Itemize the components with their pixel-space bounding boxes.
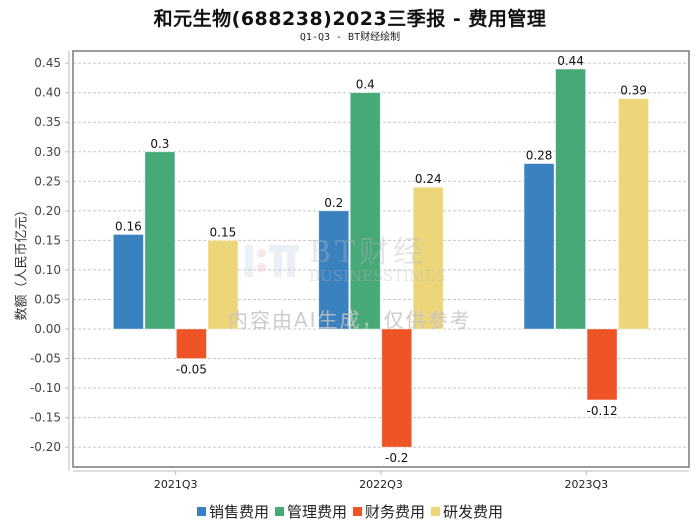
bars (113, 68, 649, 448)
legend-item-admin[interactable]: 管理费用 (274, 501, 347, 522)
bar (349, 92, 381, 330)
legend-label: 管理费用 (286, 503, 347, 521)
y-tick-label: 0.20 (34, 204, 61, 218)
legend-label: 研发费用 (443, 503, 504, 521)
data-label: -0.12 (587, 404, 618, 418)
y-tick-label: 0.45 (34, 56, 61, 70)
y-tick-label: 0.30 (34, 145, 61, 159)
data-label: -0.2 (385, 451, 408, 465)
y-tick-label: 0.35 (34, 115, 61, 129)
data-label: 0.4 (356, 78, 375, 92)
bar (207, 239, 239, 330)
data-labels: 0.16 0.3 -0.05 0.15 0.2 0.4 -0.2 0.24 0.28 0.44 -0… (115, 54, 647, 465)
watermark-ai-notice: 内容由AI生成，仅供参考 (228, 308, 472, 332)
y-tick-label: 0.40 (34, 86, 61, 100)
y-tick-label: 0.05 (34, 292, 61, 306)
y-axis-ticks: 0.45 0.40 0.35 0.30 0.25 0.20 0.15 0.10 0.05 0.00… (30, 56, 69, 454)
y-tick-label: 0.15 (34, 233, 61, 247)
legend-label: 财务费用 (365, 503, 426, 521)
data-label: 0.3 (150, 137, 169, 151)
chart-subtitle: Q1-Q3 - BT财经绘制 (299, 32, 401, 43)
y-tick-label: -0.10 (30, 381, 61, 395)
legend-item-sales[interactable]: 销售费用 (196, 501, 269, 522)
bar (113, 234, 144, 330)
x-tick-label: 2023Q3 (565, 478, 609, 491)
legend-label: 销售费用 (208, 503, 269, 521)
watermark-brand-cn: BT财经 (309, 235, 428, 270)
data-label: -0.05 (176, 363, 207, 377)
gridlines (73, 62, 689, 448)
x-tick-label: 2022Q3 (359, 478, 403, 491)
bar (144, 151, 176, 330)
legend: 销售费用 管理费用 财务费用 研发费用 (0, 501, 700, 522)
y-tick-label: 0.10 (34, 263, 61, 277)
data-label: 0.16 (115, 219, 142, 233)
legend-item-finance[interactable]: 财务费用 (353, 501, 425, 522)
y-tick-label: -0.15 (30, 411, 61, 425)
data-label: 0.28 (526, 149, 553, 163)
y-tick-label: 0.25 (34, 174, 61, 188)
bar (618, 98, 649, 330)
bar (555, 68, 586, 330)
bar (318, 210, 350, 330)
plot-frame (72, 50, 690, 468)
data-label: 0.39 (620, 84, 647, 98)
y-tick-label: -0.20 (30, 440, 61, 454)
bar (523, 163, 555, 330)
bar (381, 328, 413, 448)
bar (586, 328, 618, 401)
legend-item-rnd[interactable]: 研发费用 (431, 501, 503, 522)
watermark-brand-en: BUSINESSTIMES (309, 267, 446, 285)
x-tick-label: 2021Q3 (154, 478, 198, 491)
bt-logo-icon (245, 241, 301, 281)
legend-swatch (431, 507, 441, 516)
legend-swatch (196, 507, 206, 516)
chart-title: 和元生物(688238)2023三季报 - 费用管理 (153, 8, 547, 30)
legend-swatch (353, 507, 362, 516)
y-tick-label: 0.00 (34, 322, 61, 336)
data-label: 0.2 (324, 196, 343, 210)
bar (412, 186, 444, 330)
legend-swatch (274, 507, 284, 516)
data-label: 0.44 (557, 54, 584, 68)
watermark-logo: BT财经 BUSINESSTIMES (245, 238, 446, 284)
data-label: 0.15 (210, 225, 237, 239)
x-axis-ticks: 2021Q3 2022Q3 2023Q3 (154, 471, 608, 491)
y-tick-label: -0.05 (30, 352, 61, 366)
data-label: 0.24 (415, 172, 442, 186)
bar (176, 328, 207, 359)
